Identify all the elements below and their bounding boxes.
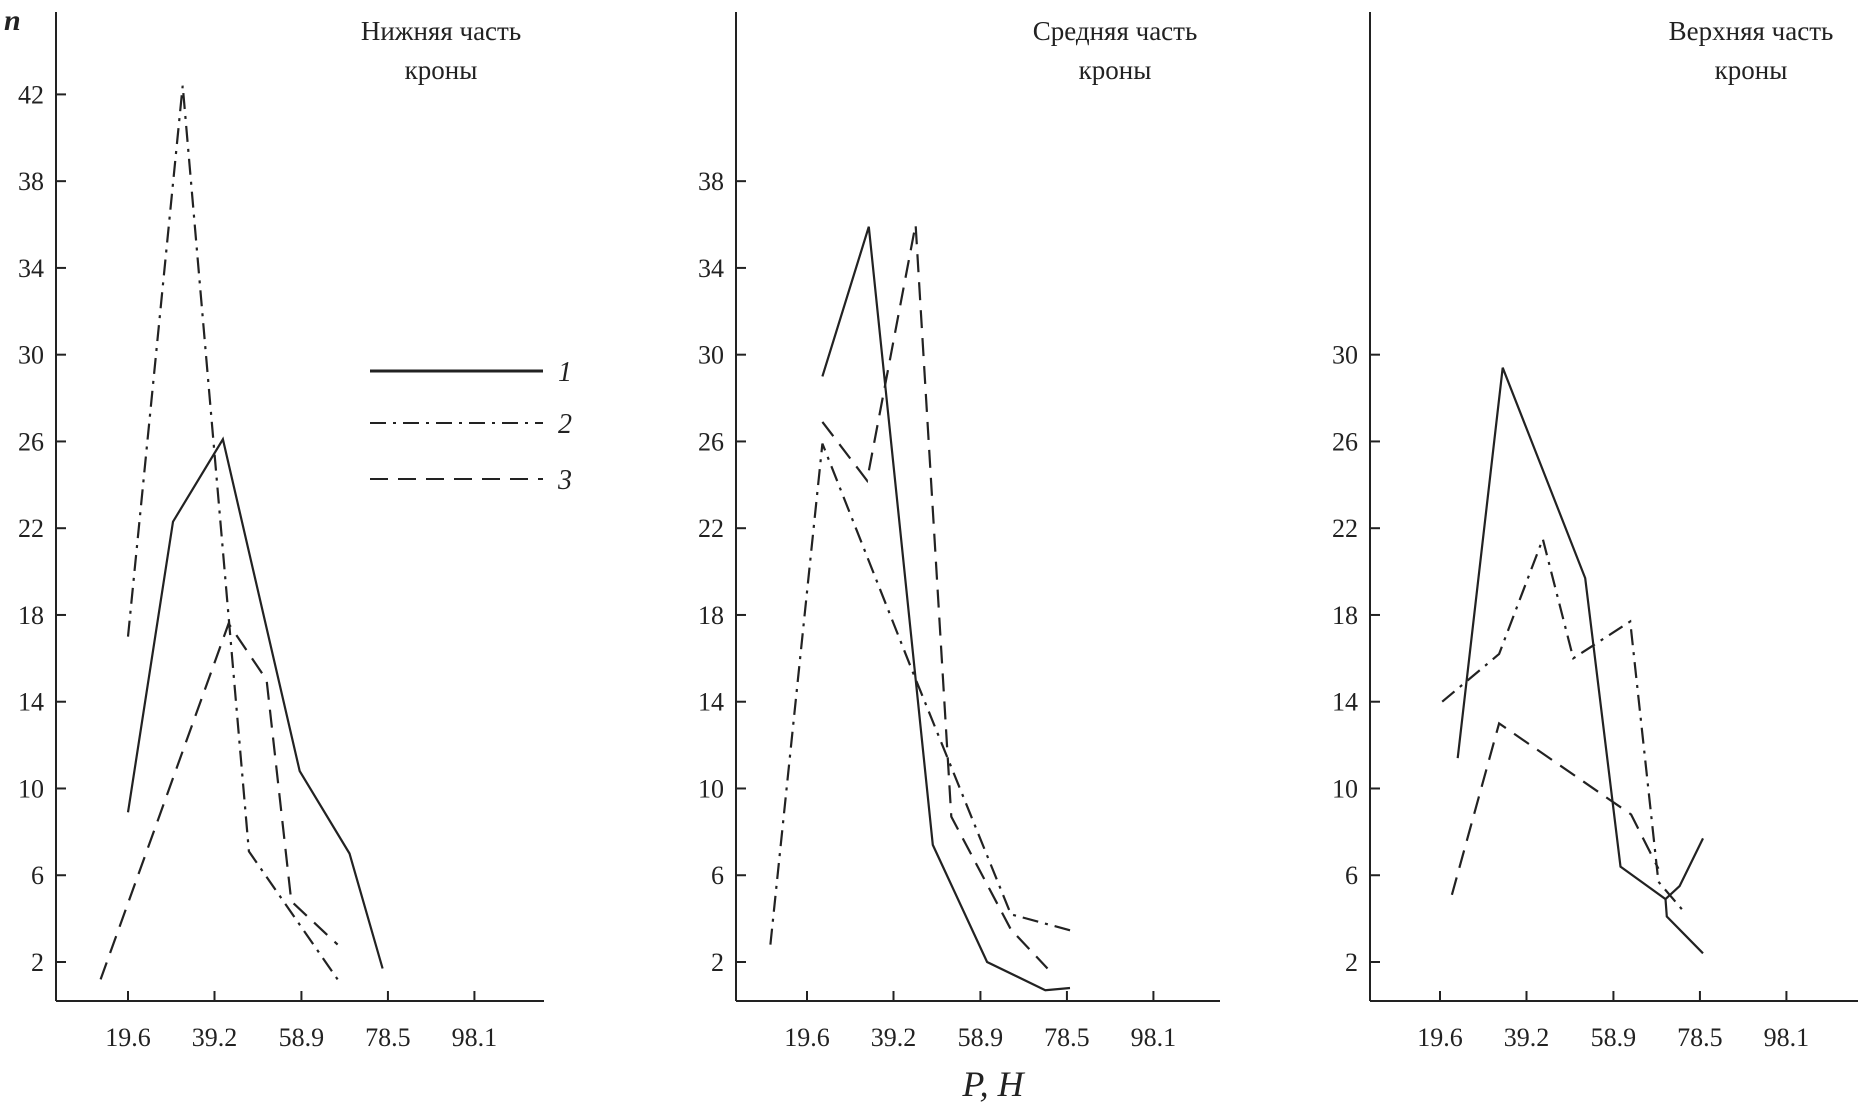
- panel-title: кроны: [1079, 55, 1152, 85]
- x-tick-label: 98.1: [452, 1023, 498, 1052]
- series-1-line: [1664, 837, 1704, 900]
- panel-title: Нижняя часть: [361, 16, 521, 46]
- panel-title: Верхняя часть: [1669, 16, 1834, 46]
- y-tick-label: 18: [18, 601, 44, 630]
- y-tick-label: 22: [18, 514, 44, 543]
- series-3-line: [1450, 721, 1660, 896]
- x-tick-label: 39.2: [1504, 1023, 1550, 1052]
- x-tick-label: 58.9: [958, 1023, 1004, 1052]
- series-3-line: [99, 621, 339, 980]
- y-tick-label: 10: [18, 774, 44, 803]
- series-1-line: [126, 436, 384, 969]
- y-tick-label: 22: [698, 514, 724, 543]
- legend-label-1: 1: [558, 357, 572, 388]
- y-tick-label: 26: [18, 427, 44, 456]
- series-1-line: [1456, 367, 1704, 955]
- x-tick-label: 58.9: [279, 1023, 325, 1052]
- series-2-line: [1441, 535, 1688, 916]
- y-tick-label: 14: [698, 688, 724, 717]
- panel-title: кроны: [405, 55, 478, 85]
- y-tick-label: 14: [1332, 688, 1358, 717]
- y-tick-label: 10: [698, 774, 724, 803]
- y-tick-label: 34: [18, 254, 44, 283]
- panel-title: кроны: [1715, 55, 1788, 85]
- x-tick-label: 78.5: [365, 1023, 411, 1052]
- y-tick-label: 6: [31, 861, 44, 890]
- y-tick-label: 18: [698, 601, 724, 630]
- y-tick-label: 30: [1332, 341, 1358, 370]
- y-tick-label: 34: [698, 254, 724, 283]
- legend-label-2: 2: [558, 409, 572, 440]
- x-tick-label: 78.5: [1677, 1023, 1723, 1052]
- series-2-line: [769, 443, 1076, 945]
- x-tick-label: 39.2: [871, 1023, 917, 1052]
- x-tick-label: 98.1: [1131, 1023, 1177, 1052]
- y-tick-label: 30: [18, 341, 44, 370]
- x-tick-label: 98.1: [1764, 1023, 1810, 1052]
- y-tick-label: 18: [1332, 601, 1358, 630]
- y-tick-label: 38: [18, 167, 44, 196]
- y-tick-label: 22: [1332, 514, 1358, 543]
- y-tick-label: 42: [18, 80, 44, 109]
- x-tick-label: 58.9: [1591, 1023, 1637, 1052]
- series-2-line: [126, 85, 339, 981]
- legend-label-3: 3: [557, 465, 572, 496]
- y-tick-label: 30: [698, 341, 724, 370]
- y-tick-label: 14: [18, 688, 44, 717]
- y-tick-label: 2: [31, 948, 44, 977]
- x-tick-label: 39.2: [192, 1023, 238, 1052]
- x-tick-label: 78.5: [1044, 1023, 1090, 1052]
- x-axis-label: P, Н: [961, 1064, 1025, 1104]
- y-tick-label: 6: [1345, 861, 1358, 890]
- x-tick-label: 19.6: [784, 1023, 830, 1052]
- y-tick-label: 26: [698, 427, 724, 456]
- y-tick-label: 26: [1332, 427, 1358, 456]
- x-tick-label: 19.6: [1417, 1023, 1463, 1052]
- series-3-line: [821, 224, 1049, 970]
- y-axis-label: n: [4, 4, 21, 37]
- y-tick-label: 2: [1345, 948, 1358, 977]
- y-tick-label: 6: [711, 861, 724, 890]
- y-tick-label: 2: [711, 948, 724, 977]
- y-tick-label: 10: [1332, 774, 1358, 803]
- x-tick-label: 19.6: [105, 1023, 151, 1052]
- panel-title: Средняя часть: [1033, 16, 1198, 46]
- y-tick-label: 38: [698, 167, 724, 196]
- series-1-line: [821, 226, 1071, 992]
